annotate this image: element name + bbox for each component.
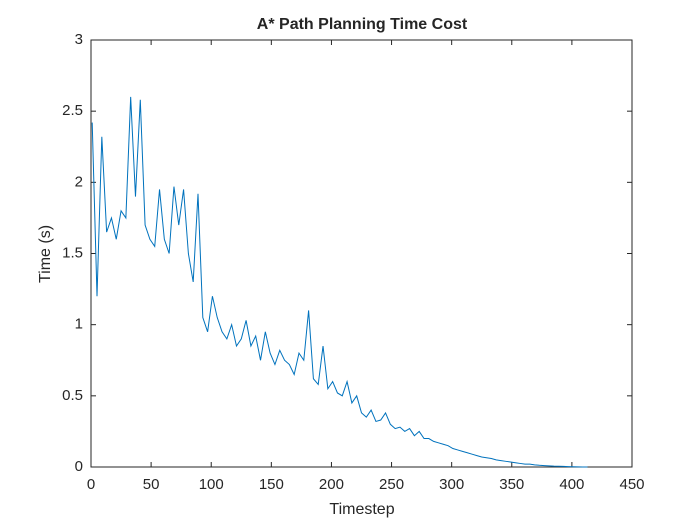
x-tick-label: 50 <box>143 476 160 493</box>
chart-title: A* Path Planning Time Cost <box>257 16 468 33</box>
x-tick-label: 150 <box>259 476 284 493</box>
data-line <box>91 96 588 468</box>
x-tick-label: 0 <box>87 476 95 493</box>
x-axis-label: Timestep <box>329 501 394 518</box>
y-tick-label: 0.5 <box>62 387 83 404</box>
y-tick-label: 2 <box>75 173 83 190</box>
x-tick-label: 100 <box>199 476 224 493</box>
x-tick-label: 300 <box>439 476 464 493</box>
x-tick-label: 350 <box>499 476 524 493</box>
y-tick-label: 3 <box>75 31 83 48</box>
x-tick-label: 450 <box>619 476 644 493</box>
x-tick-label: 250 <box>379 476 404 493</box>
x-tick-label: 200 <box>319 476 344 493</box>
y-tick-label: 1 <box>75 316 83 333</box>
x-tick-label: 400 <box>559 476 584 493</box>
y-tick-label: 2.5 <box>62 102 83 119</box>
y-axis-label: Time (s) <box>37 225 54 283</box>
y-tick-label: 1.5 <box>62 244 83 261</box>
y-tick-label: 0 <box>75 458 83 475</box>
